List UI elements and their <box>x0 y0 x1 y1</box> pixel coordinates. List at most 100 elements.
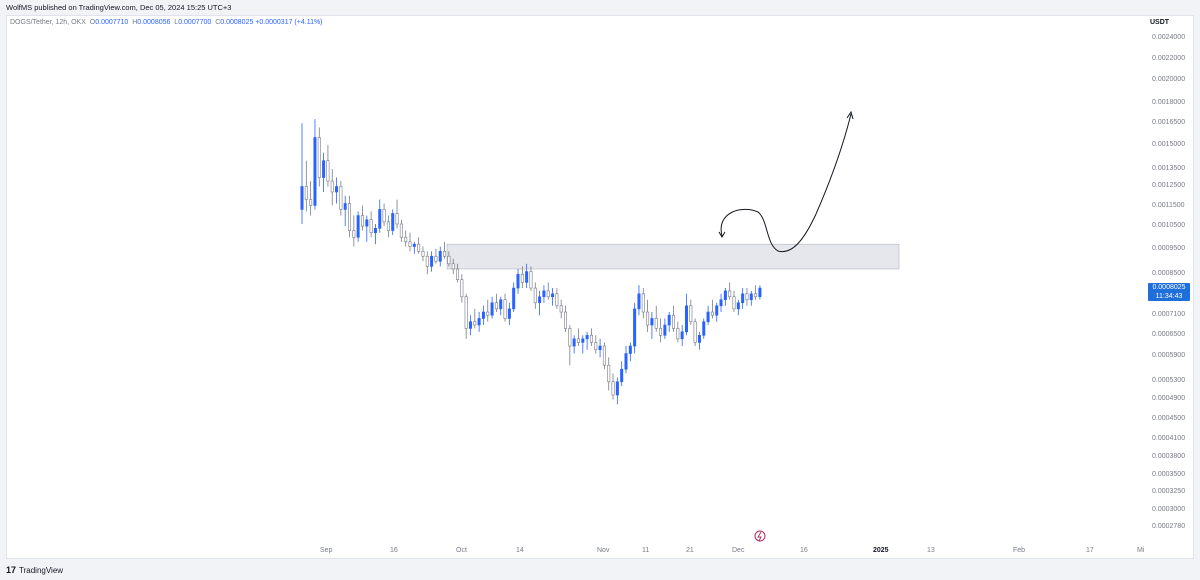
price-tick: 0.0007100 <box>1152 311 1186 318</box>
candle <box>417 237 421 254</box>
candle <box>352 215 356 247</box>
candle <box>710 299 714 319</box>
candle <box>667 312 671 332</box>
time-tick: 16 <box>800 547 808 554</box>
candle <box>551 288 555 306</box>
candle <box>620 361 624 387</box>
candle <box>581 335 585 354</box>
candle <box>326 144 330 187</box>
time-tick: 14 <box>516 547 524 554</box>
candle <box>304 160 308 212</box>
price-tick: 0.0004500 <box>1152 415 1186 422</box>
candle <box>322 152 326 192</box>
candle <box>585 331 589 350</box>
candle <box>430 251 434 272</box>
price-tick: 0.0022000 <box>1152 55 1186 62</box>
time-tick: 13 <box>927 547 935 554</box>
candle <box>624 346 628 374</box>
candle <box>533 282 537 309</box>
candle <box>611 373 615 400</box>
time-tick: Mi <box>1137 547 1145 554</box>
candle <box>684 293 688 336</box>
candle <box>758 285 762 300</box>
price-tick: 0.0008500 <box>1152 270 1186 277</box>
candle <box>460 274 464 303</box>
candle <box>404 230 408 247</box>
price-tick: 0.0003800 <box>1152 453 1186 460</box>
candle <box>741 288 745 309</box>
forecast-arrow-tail-icon <box>718 231 726 238</box>
currency-label[interactable]: USDT <box>1150 19 1170 26</box>
candle <box>542 285 546 303</box>
tradingview-logo-icon: 17 <box>6 565 17 575</box>
candle <box>486 299 490 322</box>
candle <box>499 296 503 316</box>
candle <box>330 168 334 206</box>
chart-pane[interactable] <box>6 15 1194 559</box>
candle <box>723 288 727 306</box>
forecast-arrow-path[interactable] <box>720 113 852 253</box>
ohlc-change: +0.0000317 (+4.11%) <box>255 19 323 26</box>
candle <box>391 209 395 235</box>
resistance-zone-rect[interactable] <box>446 243 900 270</box>
candle <box>594 335 598 354</box>
time-tick: 11 <box>642 547 650 554</box>
candle <box>706 305 710 326</box>
ohlc-open: O0.0007710 <box>89 19 129 26</box>
candle <box>339 181 343 216</box>
event-flash-icon[interactable] <box>754 530 766 542</box>
candle <box>546 282 550 300</box>
candle <box>447 251 451 267</box>
price-tick: 0.0018000 <box>1152 99 1186 106</box>
price-tick: 0.0002780 <box>1152 523 1186 530</box>
candle <box>680 325 684 347</box>
candle <box>538 290 542 316</box>
candle <box>412 241 416 254</box>
candle <box>313 119 317 210</box>
price-tick: 0.0015000 <box>1152 141 1186 148</box>
candle <box>676 321 680 343</box>
candle <box>520 266 524 289</box>
time-tick: Nov <box>597 547 610 554</box>
forecast-arrowhead-icon <box>846 110 854 120</box>
candle <box>564 305 568 332</box>
price-tick: 0.0006500 <box>1152 331 1186 338</box>
candle <box>399 219 403 242</box>
candle <box>451 258 455 275</box>
time-tick: 16 <box>390 547 398 554</box>
price-tick: 0.0003000 <box>1152 506 1186 513</box>
candle <box>628 342 632 362</box>
candle <box>438 246 442 267</box>
candle <box>663 318 667 339</box>
price-tick: 0.0004900 <box>1152 395 1186 402</box>
candle <box>529 266 533 291</box>
time-tick: 2025 <box>873 547 889 554</box>
candle <box>481 305 485 326</box>
price-tick: 0.0005300 <box>1152 377 1186 384</box>
candle <box>736 299 740 316</box>
price-tick: 0.0009500 <box>1152 245 1186 252</box>
candle <box>525 263 529 289</box>
candle <box>754 285 758 300</box>
candle <box>568 325 572 366</box>
candle <box>512 282 516 313</box>
published-text: WolfMS published on TradingView.com, Dec… <box>6 3 232 12</box>
candle <box>382 203 386 227</box>
footer-brand: TradingView <box>19 566 64 575</box>
symbol-legend: DOGS/Tether, 12h, OKX O0.0007710 H0.0008… <box>10 19 323 26</box>
published-header: WolfMS published on TradingView.com, Dec… <box>0 0 1200 15</box>
candle <box>598 338 602 358</box>
candle <box>434 248 438 264</box>
price-tick: 0.0003500 <box>1152 471 1186 478</box>
candle <box>689 299 693 326</box>
candle <box>348 195 352 238</box>
candle <box>555 288 559 309</box>
candle <box>503 293 507 322</box>
candle <box>637 285 641 316</box>
footer-bar: 17 TradingView <box>0 561 1200 579</box>
price-tick: 0.0020000 <box>1152 76 1186 83</box>
candle <box>373 223 377 245</box>
symbol-name: DOGS/Tether, 12h, OKX <box>10 19 86 26</box>
ohlc-close: C0.0008025 <box>215 19 254 26</box>
